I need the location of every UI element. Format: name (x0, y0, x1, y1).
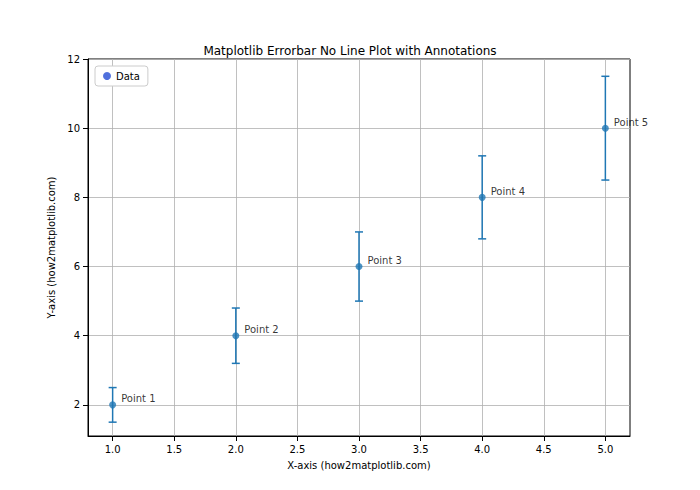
svg-text:Data: Data (116, 71, 140, 82)
svg-text:X-axis (how2matplotlib.com): X-axis (how2matplotlib.com) (287, 460, 430, 471)
svg-text:2: 2 (74, 399, 80, 410)
svg-text:Point 3: Point 3 (368, 255, 402, 266)
svg-text:2.0: 2.0 (228, 444, 244, 455)
svg-text:10: 10 (67, 123, 80, 134)
svg-text:12: 12 (67, 54, 80, 65)
svg-text:6: 6 (74, 261, 80, 272)
svg-text:3.0: 3.0 (351, 444, 367, 455)
svg-text:8: 8 (74, 192, 80, 203)
svg-text:4: 4 (74, 330, 80, 341)
svg-text:2.5: 2.5 (289, 444, 305, 455)
svg-text:5.0: 5.0 (597, 444, 613, 455)
svg-text:Point 5: Point 5 (614, 117, 648, 128)
svg-text:Matplotlib Errorbar No Line Pl: Matplotlib Errorbar No Line Plot with An… (203, 44, 496, 58)
svg-text:Point 4: Point 4 (491, 186, 525, 197)
svg-text:Point 2: Point 2 (244, 324, 278, 335)
svg-text:3.5: 3.5 (413, 444, 429, 455)
svg-text:1.5: 1.5 (166, 444, 182, 455)
svg-text:Y-axis (how2matplotlib.com): Y-axis (how2matplotlib.com) (46, 176, 57, 319)
svg-text:4.5: 4.5 (536, 444, 552, 455)
svg-text:4.0: 4.0 (474, 444, 490, 455)
svg-text:1.0: 1.0 (105, 444, 121, 455)
svg-text:Point 1: Point 1 (121, 393, 155, 404)
